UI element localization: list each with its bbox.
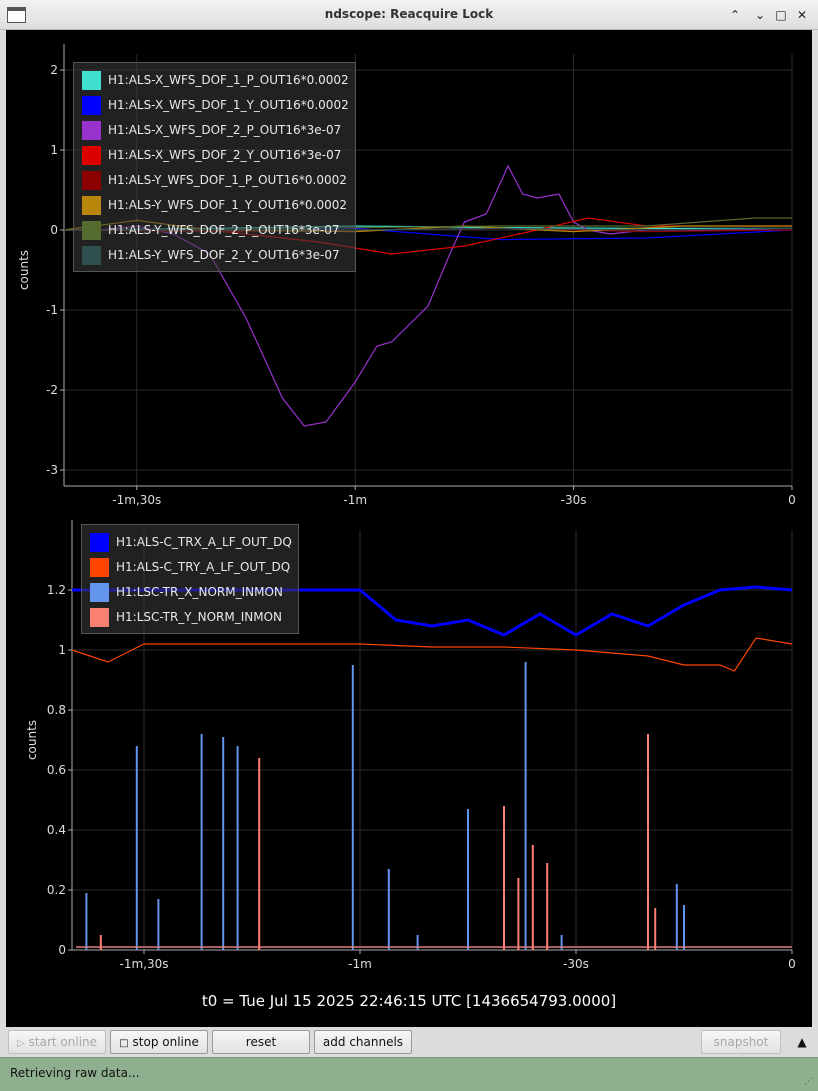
stop-online-button[interactable]: □ stop online (110, 1030, 208, 1054)
y-tick-label: -3 (46, 463, 58, 477)
x-tick-label: 0 (788, 493, 796, 507)
reset-button[interactable]: reset (212, 1030, 310, 1054)
restore-icon[interactable]: □ (775, 8, 787, 22)
y-tick-label: 0.2 (47, 883, 66, 897)
series-line (72, 585, 793, 637)
legend-swatch (82, 171, 101, 190)
plot-top-legend[interactable]: H1:ALS-X_WFS_DOF_1_P_OUT16*0.0002 H1:ALS-… (73, 62, 356, 272)
legend-swatch (90, 583, 109, 602)
legend-swatch (82, 121, 101, 140)
legend-swatch (90, 533, 109, 552)
y-tick-label: 0 (50, 223, 58, 237)
legend-swatch (82, 146, 101, 165)
y-tick-label: 0 (58, 943, 66, 957)
plot-area: -3 -2 -1 0 1 2 -1m,30s -1m -30s 0 counts H1:ALS-X_… (6, 30, 812, 1027)
start-online-button[interactable]: ▷ start online (8, 1030, 106, 1054)
legend-label: H1:ALS-C_TRX_A_LF_OUT_DQ (116, 535, 292, 549)
legend-label: H1:ALS-C_TRY_A_LF_OUT_DQ (116, 560, 291, 574)
x-tick-label: 0 (788, 957, 796, 971)
stop-online-label: stop online (132, 1035, 199, 1049)
legend-label: H1:LSC-TR_Y_NORM_INMON (116, 610, 283, 624)
window-title: ndscope: Reacquire Lock (324, 7, 494, 21)
y-axis-label: counts (25, 720, 39, 760)
collapse-up-icon[interactable]: ▲ (797, 1035, 807, 1049)
stop-icon: □ (119, 1038, 129, 1049)
legend-swatch (82, 221, 101, 240)
plot-bottom[interactable]: 0 0.2 0.4 0.6 0.8 1 1.2 -1m,30s -1m -30s 0 counts H… (6, 510, 812, 980)
x-tick-label: -30s (563, 957, 589, 971)
y-tick-label: -2 (46, 383, 58, 397)
app-window-icon[interactable] (7, 7, 26, 23)
plot-bottom-legend[interactable]: H1:ALS-C_TRX_A_LF_OUT_DQ H1:ALS-C_TRY_A_L… (81, 524, 299, 634)
y-tick-label: 0.4 (47, 823, 66, 837)
y-tick-label: 1 (58, 643, 66, 657)
bottom-toolbar: ▷ start online □ stop online reset add cha… (0, 1027, 818, 1057)
y-tick-label: 1.2 (47, 583, 66, 597)
legend-label: H1:ALS-Y_WFS_DOF_1_P_OUT16*0.0002 (108, 173, 347, 187)
legend-label: H1:ALS-X_WFS_DOF_2_P_OUT16*3e-07 (108, 123, 342, 137)
resize-grip-icon[interactable]: ⋰ (804, 1077, 813, 1087)
y-tick-label: -1 (46, 303, 58, 317)
legend-swatch (90, 558, 109, 577)
legend-label: H1:ALS-Y_WFS_DOF_2_Y_OUT16*3e-07 (108, 248, 340, 262)
close-icon[interactable]: ✕ (796, 8, 808, 22)
legend-swatch (82, 96, 101, 115)
plot-bottom-canvas[interactable]: 0 0.2 0.4 0.6 0.8 1 1.2 -1m,30s -1m -30s 0 counts (6, 510, 812, 980)
maximize-icon[interactable]: ⌄ (754, 8, 766, 22)
start-online-label: start online (28, 1035, 98, 1049)
t0-label: t0 = Tue Jul 15 2025 22:46:15 UTC [14366… (201, 992, 617, 1010)
window-titlebar[interactable]: ndscope: Reacquire Lock ⌃ ⌄ □ ✕ (0, 0, 818, 30)
y-tick-label: 0.6 (47, 763, 66, 777)
y-tick-label: 2 (50, 63, 58, 77)
legend-swatch (82, 246, 101, 265)
legend-swatch (82, 196, 101, 215)
y-tick-label: 1 (50, 143, 58, 157)
legend-label: H1:ALS-Y_WFS_DOF_1_Y_OUT16*0.0002 (108, 198, 347, 212)
x-tick-label: -1m (343, 493, 367, 507)
x-tick-label: -1m,30s (112, 493, 161, 507)
status-bar: Retrieving raw data... ⋰ (0, 1057, 818, 1091)
legend-label: H1:ALS-X_WFS_DOF_1_P_OUT16*0.0002 (108, 73, 349, 87)
status-text: Retrieving raw data... (10, 1066, 140, 1080)
series-line (71, 637, 793, 672)
x-tick-label: -30s (561, 493, 587, 507)
legend-label: H1:ALS-Y_WFS_DOF_2_P_OUT16*3e-07 (108, 223, 340, 237)
snapshot-button[interactable]: snapshot (701, 1030, 781, 1054)
legend-swatch (82, 71, 101, 90)
plot-top[interactable]: -3 -2 -1 0 1 2 -1m,30s -1m -30s 0 counts H1:ALS-X_… (6, 30, 812, 510)
minimize-icon[interactable]: ⌃ (729, 8, 741, 22)
y-axis-label: counts (17, 250, 31, 290)
legend-swatch (90, 608, 109, 627)
legend-label: H1:ALS-X_WFS_DOF_1_Y_OUT16*0.0002 (108, 98, 349, 112)
legend-label: H1:LSC-TR_X_NORM_INMON (116, 585, 283, 599)
add-channels-button[interactable]: add channels (314, 1030, 412, 1054)
x-tick-label: -1m,30s (120, 957, 169, 971)
x-tick-label: -1m (348, 957, 372, 971)
legend-label: H1:ALS-X_WFS_DOF_2_Y_OUT16*3e-07 (108, 148, 342, 162)
play-icon: ▷ (16, 1038, 25, 1049)
y-tick-label: 0.8 (47, 703, 66, 717)
plot-top-canvas[interactable]: -3 -2 -1 0 1 2 -1m,30s -1m -30s 0 counts (6, 30, 812, 510)
